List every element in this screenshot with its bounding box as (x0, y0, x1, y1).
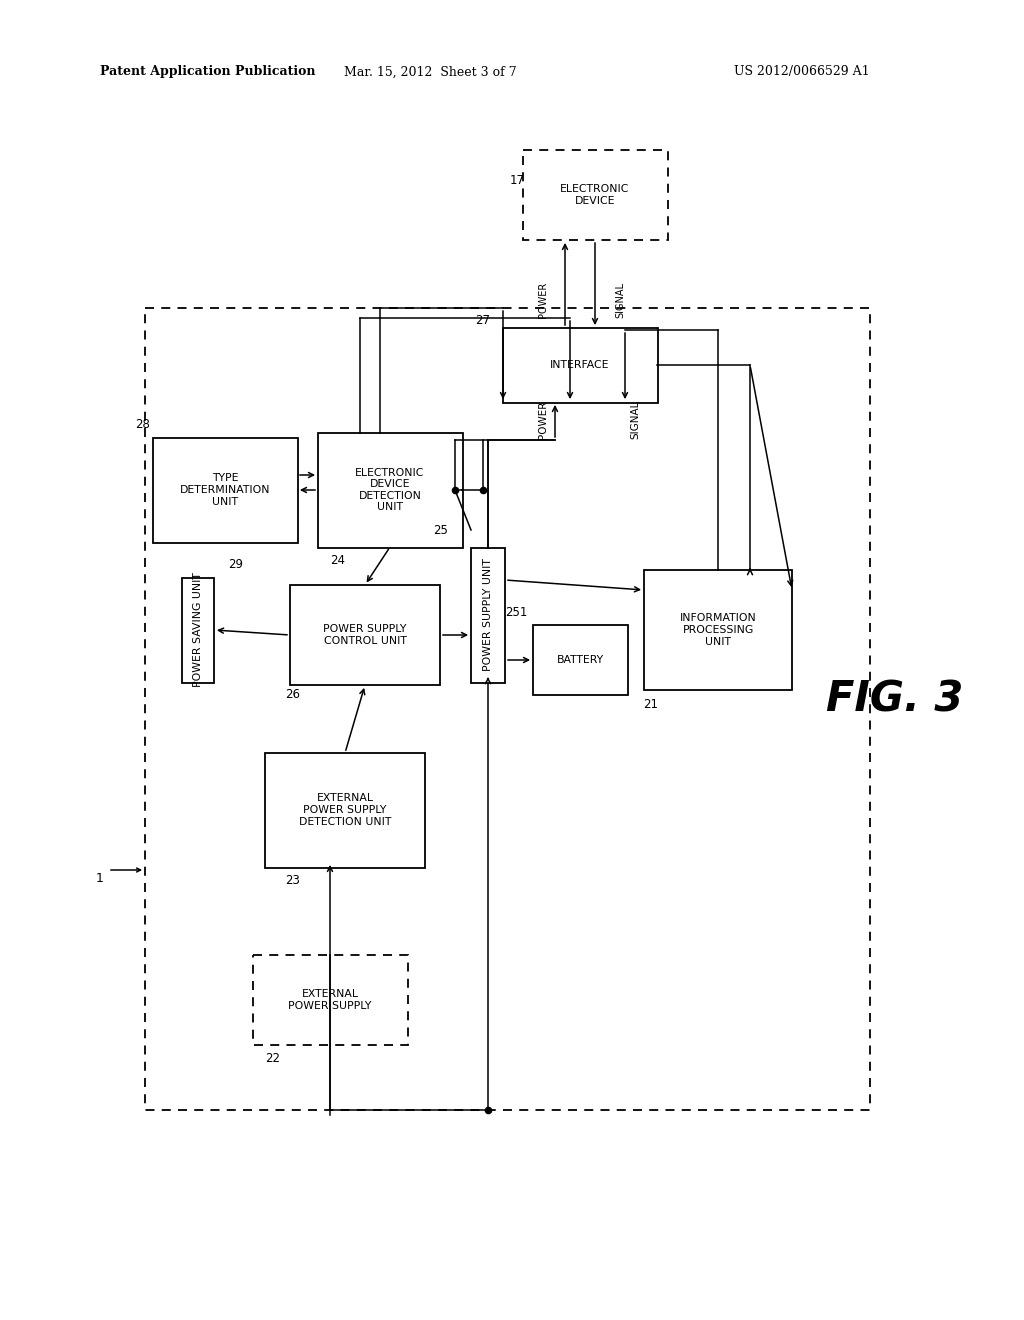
Text: Mar. 15, 2012  Sheet 3 of 7: Mar. 15, 2012 Sheet 3 of 7 (344, 66, 516, 78)
Bar (153, 437, 298, 543)
Text: POWER: POWER (538, 401, 548, 440)
Bar (532, 624, 628, 696)
Bar (265, 752, 425, 867)
Text: SIGNAL: SIGNAL (630, 401, 640, 440)
Text: 27: 27 (475, 314, 490, 326)
Text: INTERFACE: INTERFACE (550, 360, 609, 370)
Text: 23: 23 (285, 874, 300, 887)
Text: 21: 21 (643, 698, 658, 711)
Text: FIG. 3: FIG. 3 (826, 678, 964, 721)
Text: 28: 28 (135, 418, 150, 432)
Text: EXTERNAL
POWER SUPPLY
DETECTION UNIT: EXTERNAL POWER SUPPLY DETECTION UNIT (299, 793, 391, 826)
Text: 26: 26 (285, 689, 300, 701)
Text: 29: 29 (228, 558, 243, 572)
Bar (145, 308, 870, 1110)
Text: 22: 22 (265, 1052, 280, 1064)
Text: Patent Application Publication: Patent Application Publication (100, 66, 315, 78)
Text: INFORMATION
PROCESSING
UNIT: INFORMATION PROCESSING UNIT (680, 614, 757, 647)
Text: 17: 17 (510, 173, 525, 186)
Text: ELECTRONIC
DEVICE
DETECTION
UNIT: ELECTRONIC DEVICE DETECTION UNIT (355, 467, 425, 512)
Text: 251: 251 (505, 606, 527, 619)
Bar (644, 570, 792, 690)
Bar (253, 954, 408, 1045)
Bar (503, 327, 657, 403)
Text: SIGNAL: SIGNAL (615, 282, 625, 318)
Bar (471, 548, 505, 682)
Text: 25: 25 (433, 524, 447, 536)
Text: US 2012/0066529 A1: US 2012/0066529 A1 (734, 66, 870, 78)
Text: POWER: POWER (538, 282, 548, 318)
Bar (317, 433, 463, 548)
Text: POWER SUPPLY UNIT: POWER SUPPLY UNIT (483, 558, 493, 672)
Text: ELECTRONIC
DEVICE: ELECTRONIC DEVICE (560, 185, 630, 206)
Text: 1: 1 (96, 871, 104, 884)
Text: EXTERNAL
POWER SUPPLY: EXTERNAL POWER SUPPLY (289, 989, 372, 1011)
Text: POWER SUPPLY
CONTROL UNIT: POWER SUPPLY CONTROL UNIT (324, 624, 407, 645)
Bar (522, 150, 668, 240)
Text: BATTERY: BATTERY (556, 655, 603, 665)
Text: TYPE
DETERMINATION
UNIT: TYPE DETERMINATION UNIT (180, 474, 270, 507)
Bar (182, 578, 214, 682)
Text: 24: 24 (330, 553, 345, 566)
Bar (290, 585, 440, 685)
Text: POWER SAVING UNIT: POWER SAVING UNIT (193, 573, 203, 688)
